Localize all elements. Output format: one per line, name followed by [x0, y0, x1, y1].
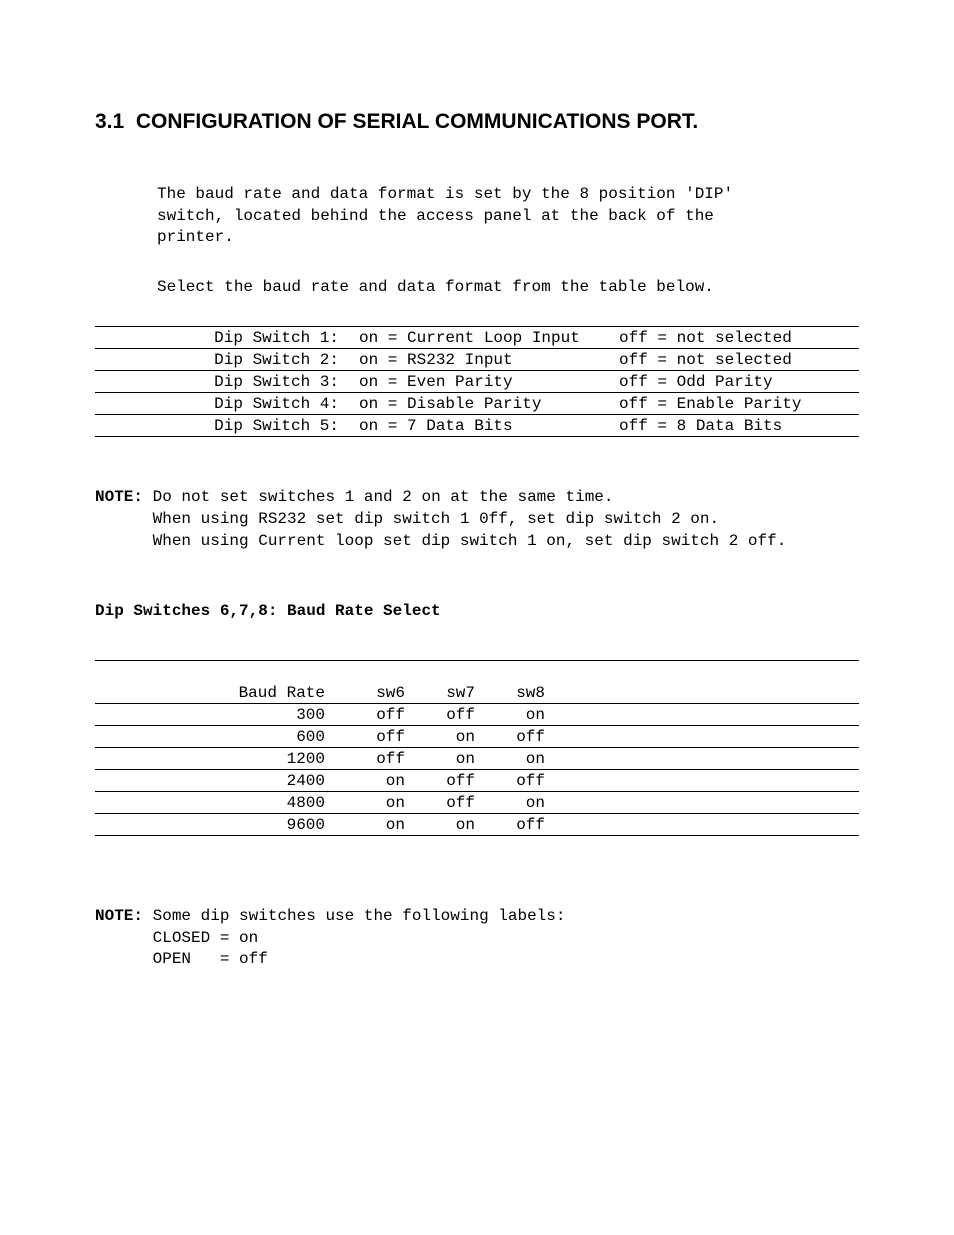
- baud-sw6: off: [325, 704, 405, 726]
- baud-sw6: on: [325, 792, 405, 814]
- dip-on: on = Disable Parity: [339, 393, 619, 415]
- baud-sw7: off: [405, 704, 475, 726]
- note-body: Do not set switches 1 and 2 on at the sa…: [95, 488, 786, 549]
- baud-rate: 2400: [225, 770, 325, 792]
- table-row: 4800 on off on: [95, 792, 859, 814]
- dip-off: off = Enable Parity: [619, 393, 859, 415]
- note-1: NOTE: Do not set switches 1 and 2 on at …: [95, 487, 859, 552]
- note-label: NOTE:: [95, 488, 143, 506]
- dip-switch-table: Dip Switch 1: on = Current Loop Input of…: [95, 326, 859, 437]
- table-row: 2400 on off off: [95, 770, 859, 792]
- baud-sw7: off: [405, 792, 475, 814]
- note-body: Some dip switches use the following labe…: [95, 907, 565, 968]
- table-row: Dip Switch 3: on = Even Parity off = Odd…: [95, 371, 859, 393]
- table-row: 9600 on on off: [95, 814, 859, 836]
- table-blank-row: [95, 661, 859, 683]
- baud-rate: 1200: [225, 748, 325, 770]
- baud-rate: 600: [225, 726, 325, 748]
- baud-sw8: off: [475, 770, 545, 792]
- baud-sw8: on: [475, 704, 545, 726]
- baud-sw8: off: [475, 814, 545, 836]
- dip-off: off = Odd Parity: [619, 371, 859, 393]
- dip-off: off = not selected: [619, 327, 859, 349]
- table-row: 300 off off on: [95, 704, 859, 726]
- section-number: 3.1: [95, 110, 124, 133]
- baud-sw7: on: [405, 726, 475, 748]
- dip-label: Dip Switch 3:: [95, 371, 339, 393]
- baud-sw7: off: [405, 770, 475, 792]
- baud-sw7: on: [405, 748, 475, 770]
- table-row: 600 off on off: [95, 726, 859, 748]
- table-row: Dip Switch 5: on = 7 Data Bits off = 8 D…: [95, 415, 859, 437]
- dip-label: Dip Switch 1:: [95, 327, 339, 349]
- baud-sw6: off: [325, 726, 405, 748]
- baud-sw8: off: [475, 726, 545, 748]
- dip-label: Dip Switch 5:: [95, 415, 339, 437]
- dip-on: on = RS232 Input: [339, 349, 619, 371]
- dip-on: on = 7 Data Bits: [339, 415, 619, 437]
- table-row: Dip Switch 2: on = RS232 Input off = not…: [95, 349, 859, 371]
- baud-header: Baud Rate: [225, 682, 325, 704]
- note-2: NOTE: Some dip switches use the followin…: [95, 906, 859, 971]
- intro-paragraph-2: Select the baud rate and data format fro…: [157, 277, 859, 299]
- baud-rate-table: Baud Rate sw6 sw7 sw8 300 off off on 600…: [95, 660, 859, 836]
- dip-label: Dip Switch 2:: [95, 349, 339, 371]
- dip-on: on = Even Parity: [339, 371, 619, 393]
- baud-sw7: on: [405, 814, 475, 836]
- baud-rate: 9600: [225, 814, 325, 836]
- baud-sw6: off: [325, 748, 405, 770]
- dip-label: Dip Switch 4:: [95, 393, 339, 415]
- dip-on: on = Current Loop Input: [339, 327, 619, 349]
- section-title-text: CONFIGURATION OF SERIAL COMMUNICATIONS P…: [136, 110, 698, 133]
- baud-header: sw7: [405, 682, 475, 704]
- baud-rate: 4800: [225, 792, 325, 814]
- baud-sw6: on: [325, 814, 405, 836]
- section-title: 3.1 CONFIGURATION OF SERIAL COMMUNICATIO…: [95, 110, 859, 134]
- table-row: Dip Switch 4: on = Disable Parity off = …: [95, 393, 859, 415]
- dip-off: off = not selected: [619, 349, 859, 371]
- baud-sw8: on: [475, 748, 545, 770]
- table-row: 1200 off on on: [95, 748, 859, 770]
- baud-header: sw8: [475, 682, 545, 704]
- dip-off: off = 8 Data Bits: [619, 415, 859, 437]
- note-label: NOTE:: [95, 907, 143, 925]
- baud-sw6: on: [325, 770, 405, 792]
- intro-paragraph-1: The baud rate and data format is set by …: [157, 184, 859, 249]
- table-row: Dip Switch 1: on = Current Loop Input of…: [95, 327, 859, 349]
- baud-rate: 300: [225, 704, 325, 726]
- baud-header: sw6: [325, 682, 405, 704]
- table-header-row: Baud Rate sw6 sw7 sw8: [95, 682, 859, 704]
- baud-subheading: Dip Switches 6,7,8: Baud Rate Select: [95, 602, 859, 620]
- page: 3.1 CONFIGURATION OF SERIAL COMMUNICATIO…: [0, 0, 954, 1235]
- baud-sw8: on: [475, 792, 545, 814]
